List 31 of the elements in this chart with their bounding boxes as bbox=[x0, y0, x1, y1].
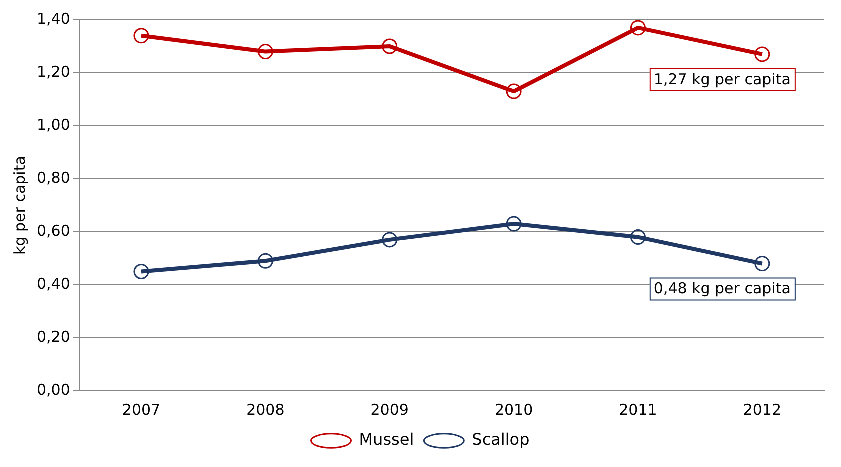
x-tick-label: 2011 bbox=[619, 400, 658, 419]
x-tick-label: 2009 bbox=[370, 400, 409, 419]
annotation: 1,27 kg per capita bbox=[654, 70, 791, 88]
point bbox=[630, 20, 646, 36]
x-tick-label: 2007 bbox=[122, 400, 161, 419]
point bbox=[382, 38, 398, 54]
point bbox=[630, 230, 646, 246]
legend-label: Scallop bbox=[472, 430, 530, 450]
point bbox=[258, 253, 274, 269]
y-tick-label: 0,40 bbox=[36, 274, 70, 293]
point bbox=[754, 46, 770, 62]
y-axis-title: kg per capita bbox=[10, 156, 29, 255]
point bbox=[506, 216, 522, 232]
y-tick-label: 1,00 bbox=[36, 116, 70, 134]
y-tick-label: 1,20 bbox=[36, 62, 70, 81]
x-tick-label: 2008 bbox=[246, 400, 285, 419]
y-tick-label: 1,40 bbox=[36, 10, 70, 28]
y-tick-label: 0,00 bbox=[36, 380, 70, 399]
point bbox=[382, 232, 398, 248]
point bbox=[754, 256, 770, 272]
x-tick-label: 2012 bbox=[743, 400, 782, 419]
point bbox=[506, 84, 522, 100]
x-tick-label: 2010 bbox=[494, 400, 534, 419]
point bbox=[134, 264, 150, 280]
legend-label: Mussel bbox=[359, 430, 414, 450]
y-tick-label: 0,60 bbox=[36, 222, 70, 240]
point bbox=[134, 28, 150, 44]
y-tick-label: 0,80 bbox=[36, 168, 70, 187]
y-tick-label: 0,20 bbox=[36, 328, 70, 346]
annotation: 0,48 kg per capita bbox=[654, 280, 791, 298]
point bbox=[258, 44, 274, 60]
